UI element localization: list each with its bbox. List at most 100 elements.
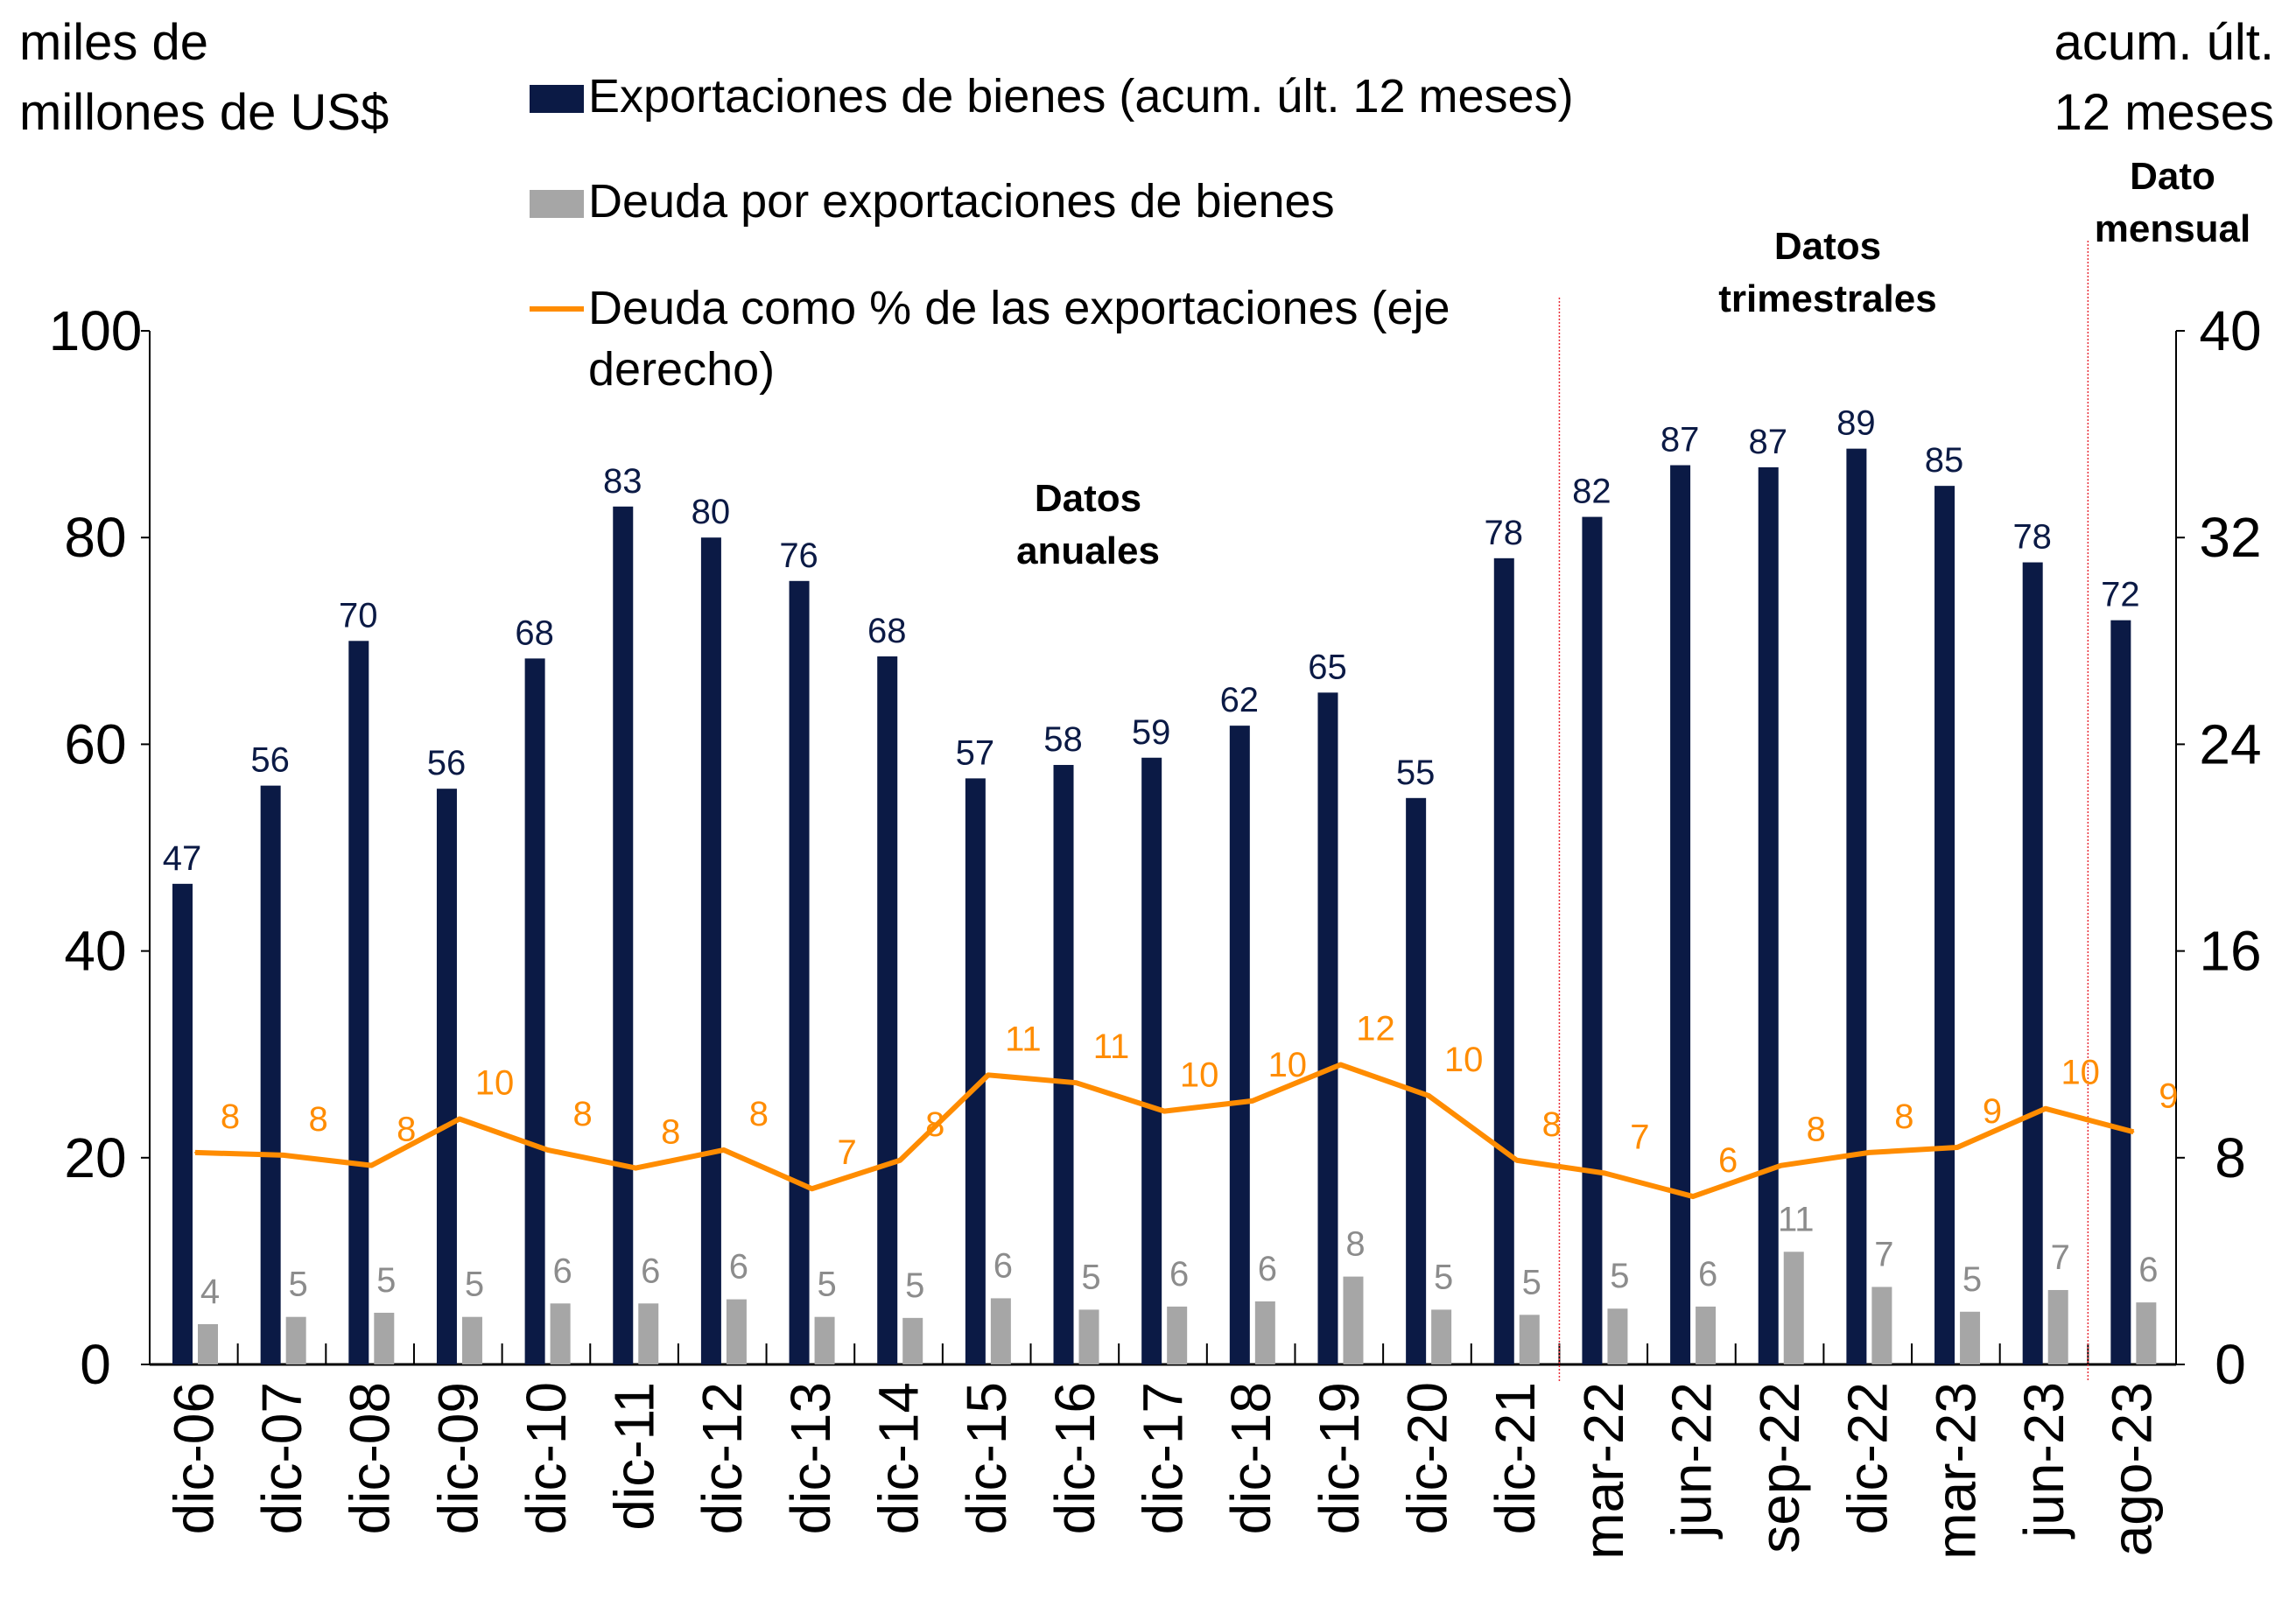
export-data-label: 68: [867, 612, 907, 650]
export-bar: [789, 580, 810, 1364]
right-tick-label: 16: [2199, 920, 2261, 983]
debt-data-label: 8: [1345, 1225, 1365, 1264]
debt-pct-point: [1868, 1151, 1871, 1154]
x-tick-label: dic-13: [779, 1382, 842, 1534]
export-bar: [1758, 466, 1779, 1364]
x-tick-label: mar-23: [1924, 1382, 1987, 1560]
debt-pct-point: [1339, 1063, 1342, 1066]
left-tick-label: 100: [49, 299, 143, 362]
debt-pct-data-label: 8: [397, 1111, 416, 1149]
debt-pct-point: [370, 1164, 373, 1167]
export-data-label: 55: [1396, 754, 1436, 792]
export-data-label: 72: [2101, 576, 2140, 614]
annotation-mensual-1: Dato: [2130, 155, 2215, 198]
export-data-label: 57: [956, 733, 995, 772]
debt-bar: [1960, 1311, 1981, 1364]
debt-pct-point: [1515, 1159, 1518, 1161]
debt-pct-point: [722, 1148, 725, 1151]
debt-pct-point: [811, 1188, 813, 1190]
export-data-label: 65: [1308, 648, 1347, 686]
annotation-mensual-2: mensual: [2095, 207, 2251, 250]
debt-pct-point: [1075, 1082, 1078, 1084]
export-data-label: 83: [603, 462, 642, 501]
debt-bar: [285, 1316, 306, 1364]
legend-label-debt: Deuda por exportaciones de bienes: [588, 175, 1335, 228]
x-tick-label: dic-18: [1219, 1382, 1282, 1534]
export-bar: [1493, 558, 1514, 1364]
debt-bar: [198, 1323, 218, 1364]
export-data-label: 58: [1043, 720, 1083, 759]
debt-data-label: 6: [729, 1248, 748, 1287]
legend: Exportaciones de bienes (acum. últ. 12 m…: [530, 70, 1574, 396]
x-tick-label: dic-09: [426, 1382, 489, 1534]
legend-label-pct-2: derecho): [588, 343, 775, 396]
debt-pct-data-label: 12: [1356, 1010, 1395, 1048]
debt-bar: [1343, 1276, 1364, 1364]
debt-pct-data-label: 8: [1807, 1111, 1826, 1149]
debt-data-label: 5: [1081, 1258, 1100, 1296]
debt-pct-point: [1780, 1164, 1782, 1167]
debt-bar: [1078, 1309, 1099, 1364]
debt-pct-data-label: 9: [1983, 1092, 2002, 1131]
export-bar: [1846, 448, 1867, 1364]
debt-bar: [1519, 1315, 1540, 1364]
debt-pct-data-label: 9: [2159, 1077, 2178, 1115]
x-tick-label: dic-15: [955, 1382, 1018, 1534]
debt-data-label: 6: [1169, 1255, 1189, 1294]
right-tick-label: 8: [2215, 1126, 2246, 1189]
annotation-anual-2: anuales: [1016, 529, 1160, 572]
left-axis-title-1: miles de: [19, 14, 208, 71]
x-tick-label: dic-22: [1836, 1382, 1899, 1534]
debt-pct-point: [458, 1118, 460, 1120]
debt-bar: [1431, 1309, 1452, 1364]
debt-bar: [902, 1317, 923, 1364]
left-tick-label: 60: [64, 712, 126, 775]
debt-bar: [2047, 1289, 2068, 1364]
left-tick-label: 40: [64, 920, 126, 983]
x-tick-label: dic-16: [1043, 1382, 1106, 1534]
export-data-label: 87: [1661, 421, 1700, 459]
debt-data-label: 7: [1874, 1235, 1893, 1273]
debt-data-label: 6: [641, 1252, 660, 1290]
debt-pct-point: [2044, 1107, 2047, 1110]
export-bar: [877, 656, 898, 1364]
debt-pct-point: [1604, 1172, 1606, 1175]
export-bar: [1670, 465, 1691, 1364]
x-tick-label: dic-07: [250, 1382, 313, 1534]
debt-bar: [990, 1298, 1011, 1364]
export-bar: [436, 789, 457, 1364]
debt-pct-data-label: 6: [1718, 1141, 1738, 1180]
export-bar: [524, 658, 545, 1364]
debt-pct-point: [546, 1148, 549, 1151]
debt-data-label: 6: [2138, 1251, 2158, 1289]
debt-pct-data-label: 10: [1180, 1056, 1219, 1095]
debt-pct-data-label: 8: [749, 1095, 769, 1133]
export-bar: [1934, 486, 1955, 1364]
debt-pct-data-label: 8: [1542, 1105, 1562, 1144]
export-data-label: 87: [1748, 423, 1787, 461]
debt-pct-data-label: 7: [837, 1133, 856, 1172]
annotation-trimestral-1: Datos: [1774, 225, 1881, 268]
debt-pct-data-label: 11: [1093, 1027, 1130, 1066]
debt-bar: [1871, 1287, 1892, 1364]
debt-data-label: 5: [817, 1266, 836, 1304]
x-tick-label: dic-11: [603, 1382, 666, 1531]
x-tick-label: dic-17: [1132, 1382, 1195, 1534]
right-tick-label: 32: [2199, 506, 2261, 569]
left-tick-label: 80: [64, 506, 126, 569]
export-bar: [613, 506, 634, 1364]
debt-pct-data-label: 10: [1268, 1046, 1308, 1084]
debt-pct-data-label: 8: [221, 1098, 240, 1136]
x-tick-label: dic-21: [1484, 1382, 1547, 1534]
x-tick-label: dic-12: [691, 1382, 754, 1534]
debt-bar: [726, 1299, 747, 1364]
debt-bar: [1783, 1252, 1804, 1364]
export-bar: [1317, 692, 1338, 1364]
export-data-label: 70: [339, 596, 378, 635]
debt-data-label: 5: [376, 1261, 396, 1300]
debt-bar: [638, 1303, 659, 1364]
debt-pct-point: [2132, 1131, 2135, 1133]
annotation-trimestral-2: trimestrales: [1718, 277, 1936, 320]
debt-bar: [1167, 1306, 1188, 1364]
